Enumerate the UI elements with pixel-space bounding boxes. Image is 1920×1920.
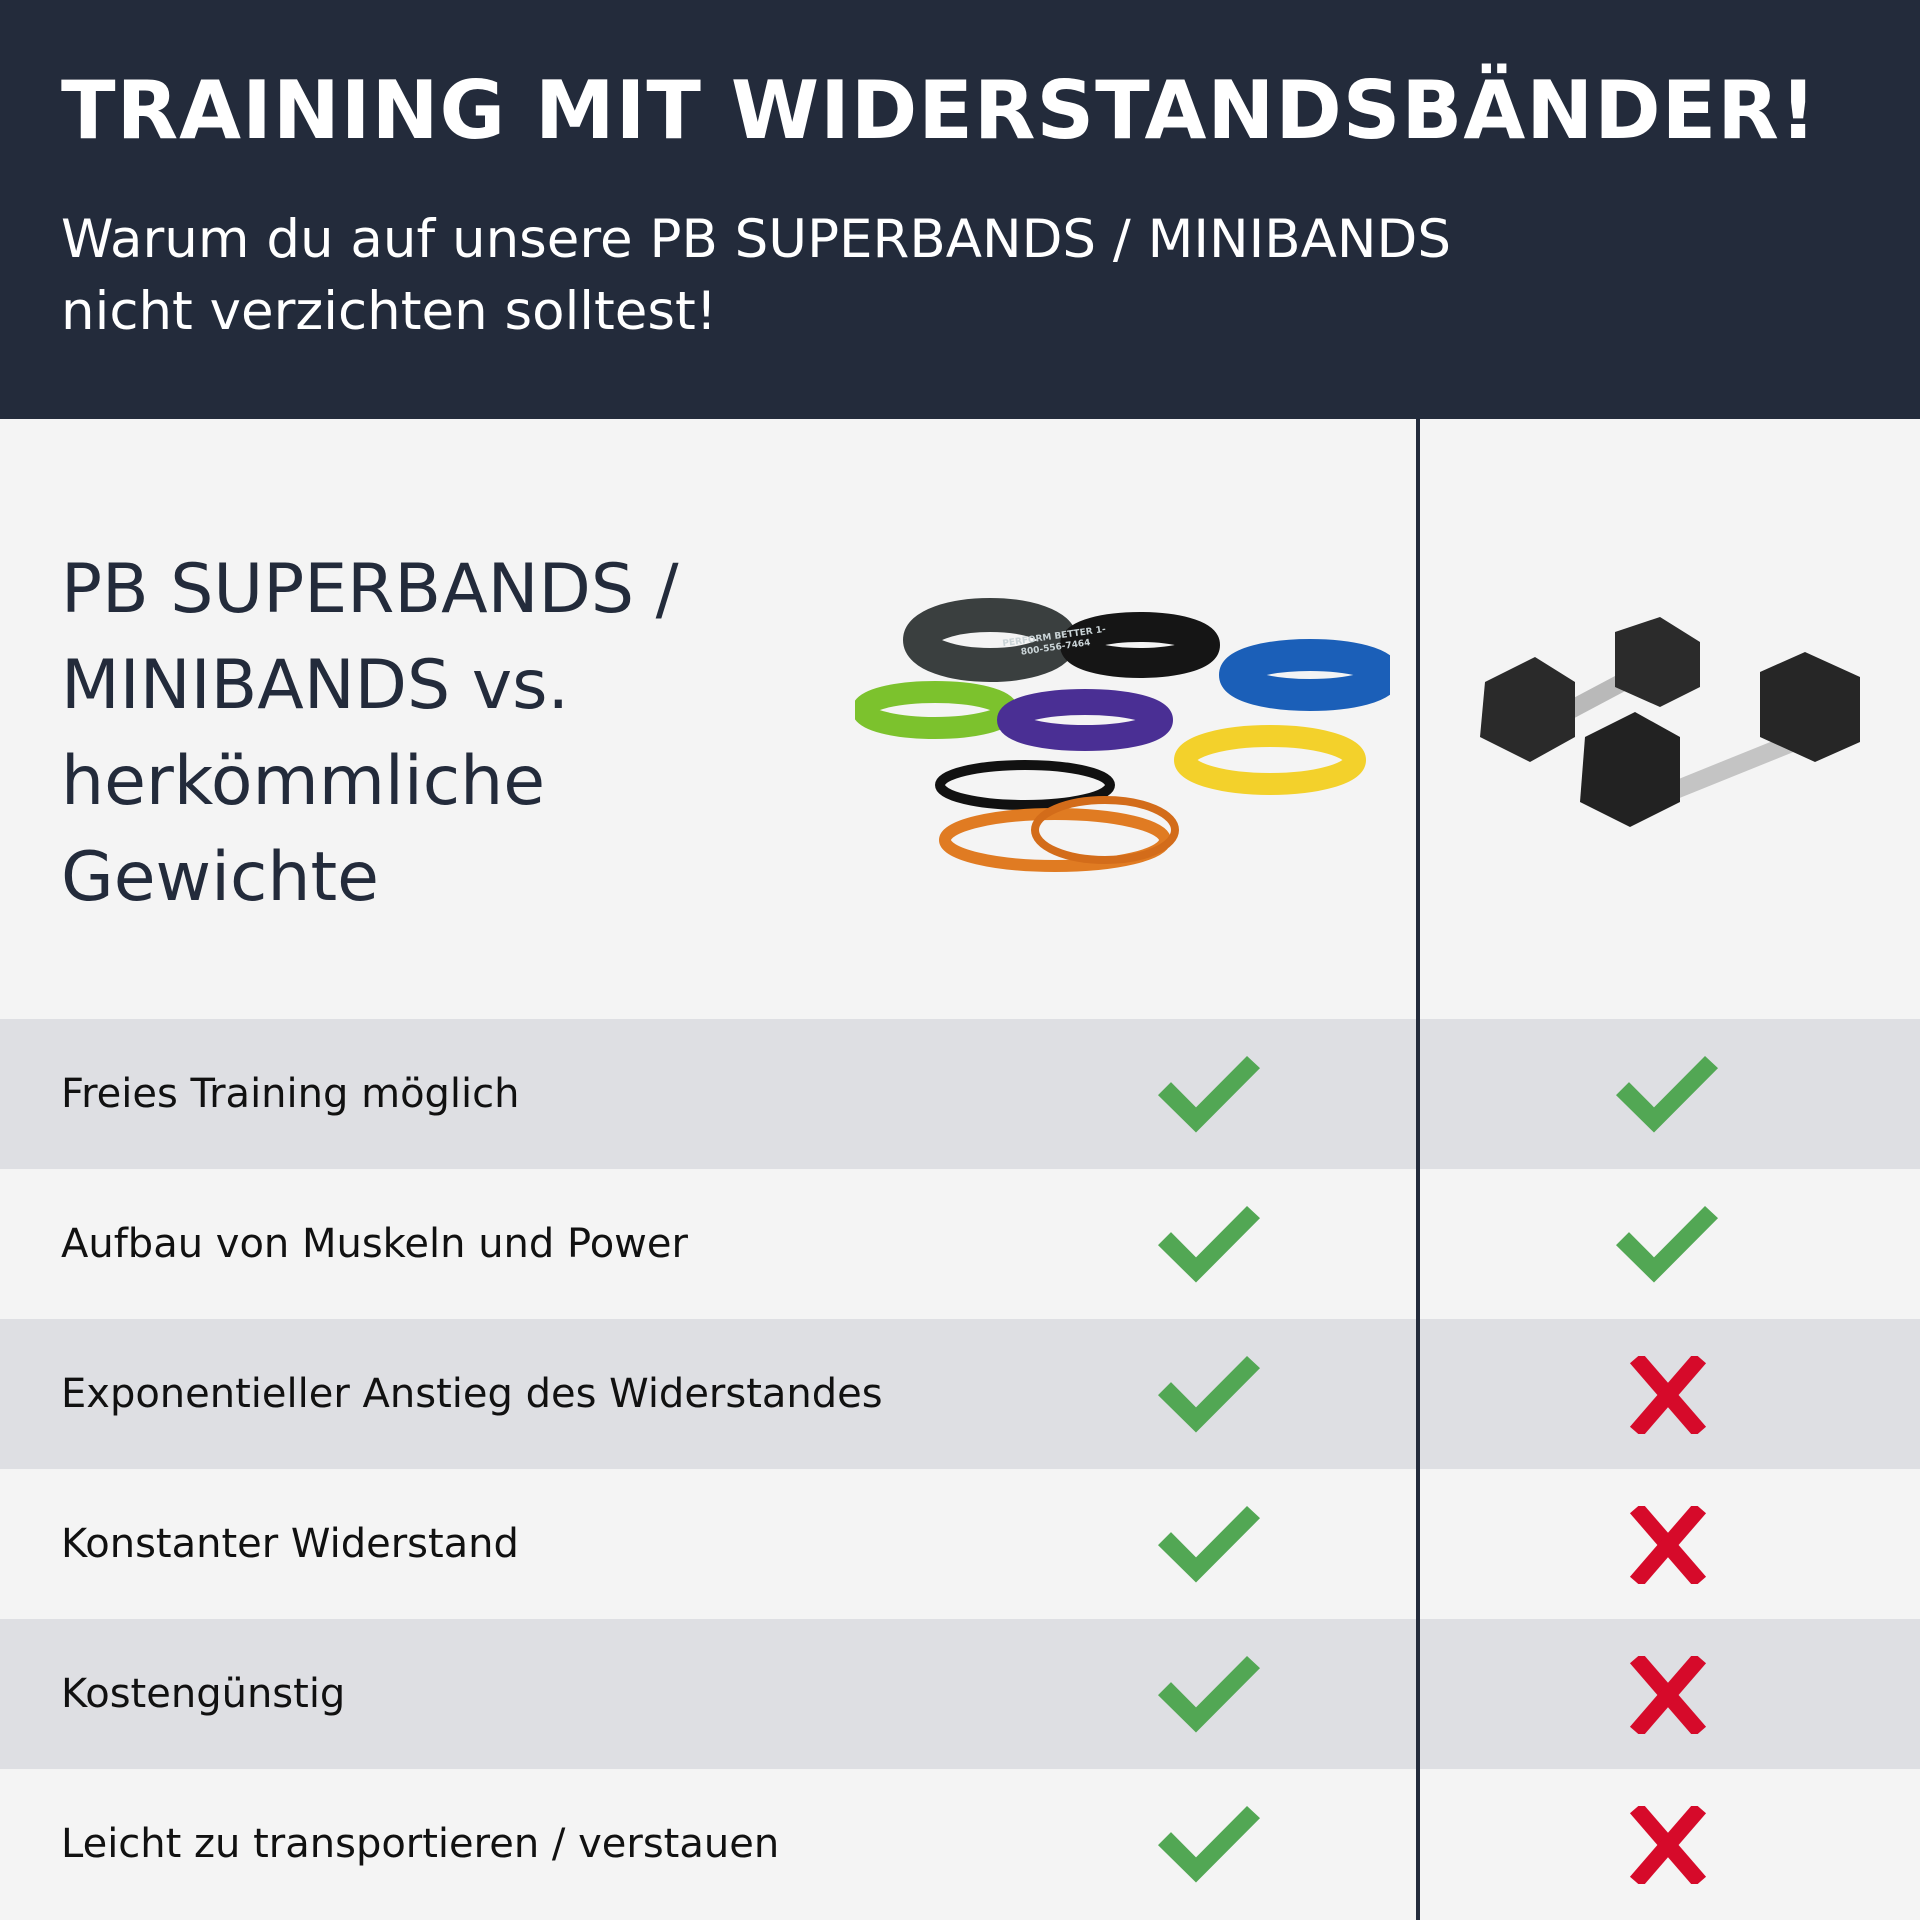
row-label: Kostengünstig (61, 1671, 346, 1717)
row-label: Konstanter Widerstand (61, 1521, 519, 1567)
table-row: Konstanter Widerstand (0, 1469, 1920, 1619)
table-row: Leicht zu transportieren / verstauen (0, 1769, 1920, 1919)
page-subtitle: Warum du auf unsere PB SUPERBANDS / MINI… (61, 204, 1861, 348)
column-divider (1416, 419, 1420, 1920)
heading-line: MINIBANDS vs. (61, 646, 570, 725)
table-row: Freies Training möglich (0, 1019, 1920, 1169)
check-icon (1158, 1056, 1262, 1134)
resistance-bands-image (855, 598, 1390, 872)
cross-icon (1616, 1352, 1720, 1438)
row-label: Aufbau von Muskeln und Power (61, 1221, 688, 1267)
table-row: Kostengünstig (0, 1619, 1920, 1769)
row-label: Exponentieller Anstieg des Widerstandes (61, 1371, 883, 1417)
header-banner: TRAINING MIT WIDERSTANDSBÄNDER! Warum du… (0, 0, 1920, 419)
row-label: Freies Training möglich (61, 1071, 520, 1117)
heading-line: PB SUPERBANDS / (61, 550, 679, 629)
subtitle-line: Warum du auf unsere PB SUPERBANDS / MINI… (61, 209, 1451, 270)
cross-icon (1616, 1502, 1720, 1588)
cross-icon (1616, 1802, 1720, 1888)
check-icon (1616, 1056, 1720, 1134)
check-icon (1158, 1806, 1262, 1884)
cross-icon (1616, 1652, 1720, 1738)
heading-line: herkömmliche (61, 742, 546, 821)
check-icon (1616, 1206, 1720, 1284)
dumbbells-image (1480, 617, 1860, 827)
subtitle-line: nicht verzichten solltest! (61, 281, 718, 342)
check-icon (1158, 1506, 1262, 1584)
row-label: Leicht zu transportieren / verstauen (61, 1821, 780, 1867)
heading-line: Gewichte (61, 838, 380, 917)
table-row: Exponentieller Anstieg des Widerstandes (0, 1319, 1920, 1469)
check-icon (1158, 1656, 1262, 1734)
check-icon (1158, 1206, 1262, 1284)
table-row: Aufbau von Muskeln und Power (0, 1169, 1920, 1319)
check-icon (1158, 1356, 1262, 1434)
comparison-heading: PB SUPERBANDS / MINIBANDS vs. herkömmlic… (61, 542, 821, 926)
page-title: TRAINING MIT WIDERSTANDSBÄNDER! (61, 64, 1818, 157)
